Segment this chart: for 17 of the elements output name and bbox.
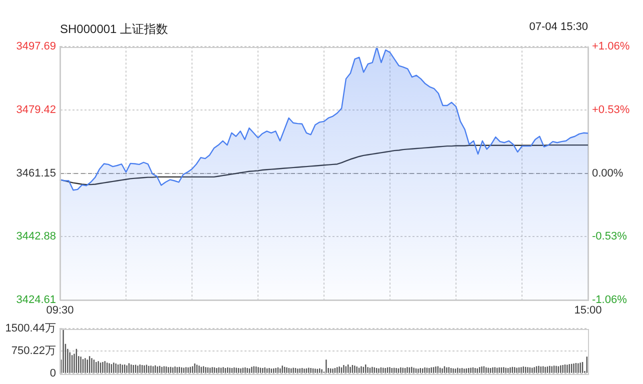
- y-tick-label: 3461.15: [16, 167, 56, 180]
- y-tick-label: 3442.88: [16, 230, 56, 243]
- y-tick-label: 3424.61: [16, 294, 56, 306]
- text: 07-04 15:30: [529, 21, 588, 33]
- y-tick-label: 0: [50, 367, 56, 380]
- y2-tick-label: +0.53%: [592, 104, 630, 116]
- chart-title: SH000001 上证指数: [60, 21, 168, 38]
- y-tick-label: 1500.44万: [5, 322, 56, 335]
- x-tick-label: 09:30: [46, 304, 74, 317]
- y-tick-label: 3479.42: [16, 104, 56, 116]
- x-tick-label: 15:00: [574, 304, 602, 317]
- y2-tick-label: -1.06%: [592, 294, 628, 306]
- y2-tick-label: +1.06%: [592, 40, 630, 53]
- y-tick-label: 750.22万: [11, 345, 56, 358]
- y-tick-label: 3497.69: [16, 40, 56, 53]
- y2-tick-label: -0.53%: [592, 230, 628, 243]
- y2-tick-label: 0.00%: [592, 167, 624, 180]
